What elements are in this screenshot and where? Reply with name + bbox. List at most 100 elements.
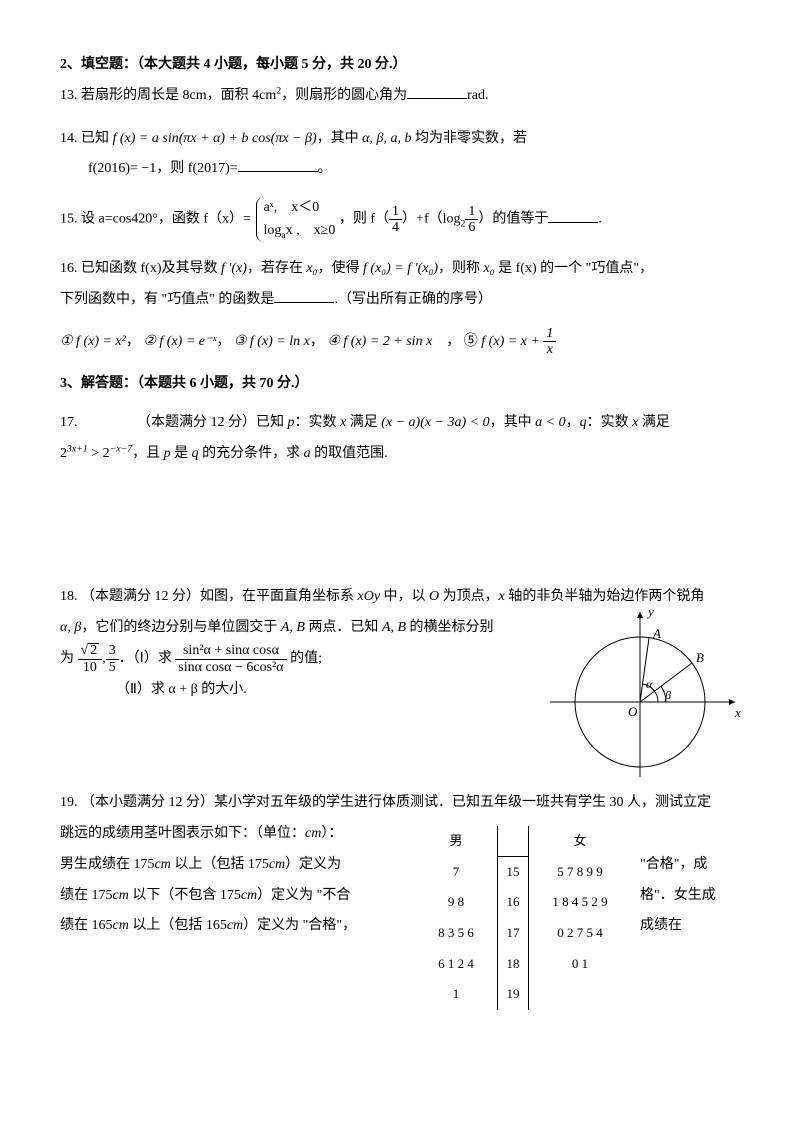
q18-O: O <box>429 589 439 604</box>
q16-l2: 下列函数中，有 "巧值点" 的函数是 <box>60 292 274 307</box>
q19-l4c: ）定义为 "不合 <box>257 888 350 903</box>
sl-r1s: 16 <box>498 887 529 918</box>
q13-blank <box>407 84 467 99</box>
q17-av: a <box>304 446 311 461</box>
question-13: 13. 若扇形的周长是 8cm，面积 4cm2，则扇形的圆心角为rad. <box>60 81 740 112</box>
q16-o5n: 1 <box>543 326 556 342</box>
q14-pre: 已知 <box>81 131 113 146</box>
q13-num: 13. <box>60 88 78 103</box>
q15-f1d: 4 <box>389 220 402 235</box>
sl-hf: 女 <box>529 826 629 857</box>
q17-g: ，且 <box>132 446 164 461</box>
question-17: 17. （本题满分 12 分）已知 p：实数 x 满足 (x − a)(x − … <box>60 408 740 470</box>
q16-a: 已知函数 f(x)及其导数 <box>81 261 218 276</box>
q18-AB2: A, B <box>382 620 406 635</box>
q16-o5: f (x) = x + <box>481 334 543 349</box>
q18-num: 18. <box>60 589 78 604</box>
q19-cm3: cm <box>269 857 285 872</box>
q18-f: 的横坐标分别 <box>406 620 494 635</box>
q18-numex: sin²α + sinα cosα <box>175 643 286 659</box>
q14-vars: α, β, a, b <box>362 131 411 146</box>
sl-r3r: 0 1 <box>529 949 629 980</box>
q19-l4a: 绩在 175 <box>60 888 113 903</box>
question-18: 18. （本题满分 12 分）如图，在平面直角坐标系 xOy 中，以 O 为顶点… <box>60 582 740 706</box>
q19-l4b: 以下（不包含 175 <box>129 888 241 903</box>
q15-mid2: ）+f（log <box>402 212 460 227</box>
q14-post: 均为非零实数，若 <box>411 131 527 146</box>
q19-l2: 跳远的成绩用茎叶图表示如下：（单位： <box>60 826 305 841</box>
q19-l3b: 以上（包括 175 <box>171 857 269 872</box>
sl-r0l: 7 <box>418 856 498 887</box>
sl-r2r: 0 2 7 5 4 <box>529 918 629 949</box>
q17-a0: a < 0 <box>535 415 565 430</box>
q17-pts: （本题满分 12 分）已知 <box>137 415 288 430</box>
stem-leaf-plot: 男女 7155 7 8 9 9 9 8161 8 4 5 2 9 8 3 5 6… <box>418 826 628 1010</box>
q16-e: 是 f(x) 的一个 "巧值点"， <box>495 261 653 276</box>
q15-blank <box>548 208 598 223</box>
q14-l2a: f(2016)= −1，则 f(2017)= <box>88 161 238 176</box>
q19-l3c: ）定义为 <box>285 857 341 872</box>
q14-fx: f (x) = a sin(πx + α) + b cos(πx − β) <box>113 131 317 146</box>
question-16: 16. 已知函数 f(x)及其导数 f '(x)，若存在 x₀，使得 f (x₀… <box>60 254 740 358</box>
q16-fpx: f '(x) <box>218 261 247 276</box>
q19-l5b: 以上（包括 165 <box>129 918 227 933</box>
q18-e: 两点．已知 <box>305 620 382 635</box>
question-15: 15. 设 a=cos420°，函数 f（x）= aˣ, x＜0 logax ,… <box>60 197 740 242</box>
q16-s1: ， <box>126 334 140 349</box>
q17-q2: q <box>192 446 199 461</box>
sl-r3l: 6 1 2 4 <box>418 949 498 980</box>
sl-r4r <box>529 979 629 1010</box>
q13-b: ，则扇形的圆心角为 <box>281 88 407 103</box>
q15-period: . <box>598 212 602 227</box>
q17-ineq: (x − a)(x − 3a) < 0 <box>381 415 489 430</box>
sl-r1r: 1 8 4 5 2 9 <box>529 887 629 918</box>
q19-pts: （本小题满分 12 分）某小学对五年级的学生进行体质测试．已知五年级一班共有学生… <box>81 795 711 810</box>
q17-q: q <box>580 415 587 430</box>
q17-c: ，其中 <box>490 415 536 430</box>
q18-r2n: 3 <box>106 643 119 659</box>
q17-p: p <box>288 415 295 430</box>
q18-ab: α, β <box>60 620 81 635</box>
q13-a: 若扇形的周长是 8cm，面积 4cm <box>81 88 276 103</box>
q18-r2d: 5 <box>106 660 119 675</box>
q17-a: ：实数 <box>295 415 341 430</box>
q16-blank <box>274 288 334 303</box>
q14-mid: ，其中 <box>317 131 363 146</box>
q13-unit: rad. <box>467 88 488 103</box>
fig-alpha: α <box>646 677 653 691</box>
unit-circle-figure: x y O A B α β <box>540 602 750 792</box>
q16-s3: ， <box>310 334 324 349</box>
q18-a: 中，以 <box>380 589 429 604</box>
q14-blank <box>238 157 318 172</box>
q15-mid: ，则 f（ <box>339 212 389 227</box>
sl-r1l: 9 8 <box>418 887 498 918</box>
q17-j: 的取值范围. <box>311 446 388 461</box>
q15-case1: aˣ, x＜0 <box>263 197 335 219</box>
q19-l3a: 男生成绩在 175 <box>60 857 155 872</box>
q16-num: 16. <box>60 261 78 276</box>
q15-end: ）的值等于 <box>478 212 548 227</box>
q17-e1: 3x+1 <box>67 443 88 454</box>
q17-gt: > 2 <box>88 446 110 461</box>
q18-pts: （本题满分 12 分）如图，在平面直角坐标系 <box>81 589 358 604</box>
q14-end: 。 <box>318 161 332 176</box>
q18-h: 的值; <box>287 652 322 667</box>
q15-a: 设 a=cos420°，函数 f（x）= <box>81 212 251 227</box>
section-2-heading: 2、填空题：（本大题共 4 小题，每小题 5 分，共 20 分.） <box>60 50 740 81</box>
q18-r1d: 10 <box>78 660 103 675</box>
q19-cm4: cm <box>113 888 129 903</box>
q16-eq: f (x₀) = f '(x₀) <box>363 261 438 276</box>
q18-d: ，它们的终边分别与单位圆交于 <box>81 620 281 635</box>
q16-b: ，若存在 <box>247 261 307 276</box>
fig-B-label: B <box>696 650 704 665</box>
question-14: 14. 已知 f (x) = a sin(πx + α) + b cos(πx … <box>60 124 740 186</box>
q19-l2b: ）： <box>321 826 342 841</box>
q15-num: 15. <box>60 212 78 227</box>
q18-AB: A, B <box>281 620 305 635</box>
q17-num: 17. <box>60 415 78 430</box>
fig-y-label: y <box>646 604 654 619</box>
q19-cm2: cm <box>155 857 171 872</box>
q17-f: 满足 <box>638 415 670 430</box>
q16-o1: ① f (x) = x² <box>60 334 126 349</box>
q18-g: ．（Ⅰ）求 <box>119 652 176 667</box>
